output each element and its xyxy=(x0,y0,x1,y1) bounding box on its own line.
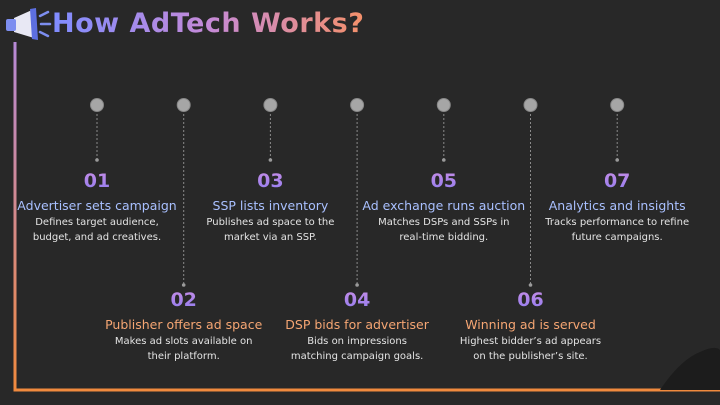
step-description: Bids on impressions xyxy=(307,336,407,347)
step-description: Defines target audience, xyxy=(35,217,159,228)
connector-end xyxy=(95,158,99,162)
border-line xyxy=(13,42,720,392)
step: 02 Publisher offers ad space Makes ad slot… xyxy=(89,288,279,364)
step-description: matching campaign goals. xyxy=(290,351,424,362)
megaphone-icon xyxy=(6,8,52,40)
step-description: their platform. xyxy=(147,351,220,362)
corner-shape xyxy=(660,347,720,390)
step-title: Winning ad is served xyxy=(465,317,596,332)
step-number: 04 xyxy=(262,288,452,312)
connector-end xyxy=(442,158,446,162)
timeline-node xyxy=(610,98,625,112)
step-number: 02 xyxy=(89,288,279,312)
step-title: Analytics and insights xyxy=(548,198,686,213)
step-description: Publishes ad space to the xyxy=(206,217,335,228)
step-description: Matches DSPs and SSPs in xyxy=(378,217,510,228)
connector-end xyxy=(268,158,273,162)
step: 07 Analytics and insights Tracks performan… xyxy=(522,169,712,245)
step-title: Advertiser sets campaign xyxy=(17,198,177,213)
step-description: on the publisher’s site. xyxy=(473,351,588,362)
step-title: Publisher offers ad space xyxy=(105,317,263,332)
connector-end xyxy=(181,283,186,287)
step-description: Highest bidder’s ad appears xyxy=(459,336,602,347)
timeline-node xyxy=(90,98,104,112)
step-number: 03 xyxy=(175,169,365,193)
step: 05 Ad exchange runs auction Matches DSPs a… xyxy=(349,169,539,245)
step: 03 SSP lists inventory Publishes ad space … xyxy=(175,169,365,245)
step-number: 05 xyxy=(349,169,539,193)
connector-end xyxy=(528,283,533,287)
step-description: future campaigns. xyxy=(571,232,663,243)
step: 01 Advertiser sets campaign Defines target… xyxy=(2,169,192,245)
step-description: Tracks performance to refine xyxy=(545,217,690,228)
timeline-node xyxy=(523,98,538,112)
step-title: Ad exchange runs auction xyxy=(362,198,526,213)
step: 06 Winning ad is served Highest bidder’s a… xyxy=(436,288,626,364)
title: How AdTech Works? xyxy=(52,8,365,39)
step-description: market via an SSP. xyxy=(224,232,317,243)
step-title: SSP lists inventory xyxy=(212,198,329,213)
step-description: Makes ad slots available on xyxy=(114,336,253,347)
step: 04 DSP bids for advertiser Bids on impress… xyxy=(262,288,452,364)
connector-end xyxy=(615,158,619,162)
step-description: budget, and ad creatives. xyxy=(32,232,162,243)
step-title: DSP bids for advertiser xyxy=(285,317,429,332)
timeline-node xyxy=(436,98,451,112)
timeline-node xyxy=(176,98,191,112)
step-number: 07 xyxy=(522,169,712,193)
timeline-node xyxy=(350,98,365,112)
step-description: real-time bidding. xyxy=(399,232,489,243)
timeline-node xyxy=(263,98,278,112)
step-number: 01 xyxy=(2,169,192,193)
connector-end xyxy=(355,283,359,287)
step-number: 06 xyxy=(436,288,626,312)
